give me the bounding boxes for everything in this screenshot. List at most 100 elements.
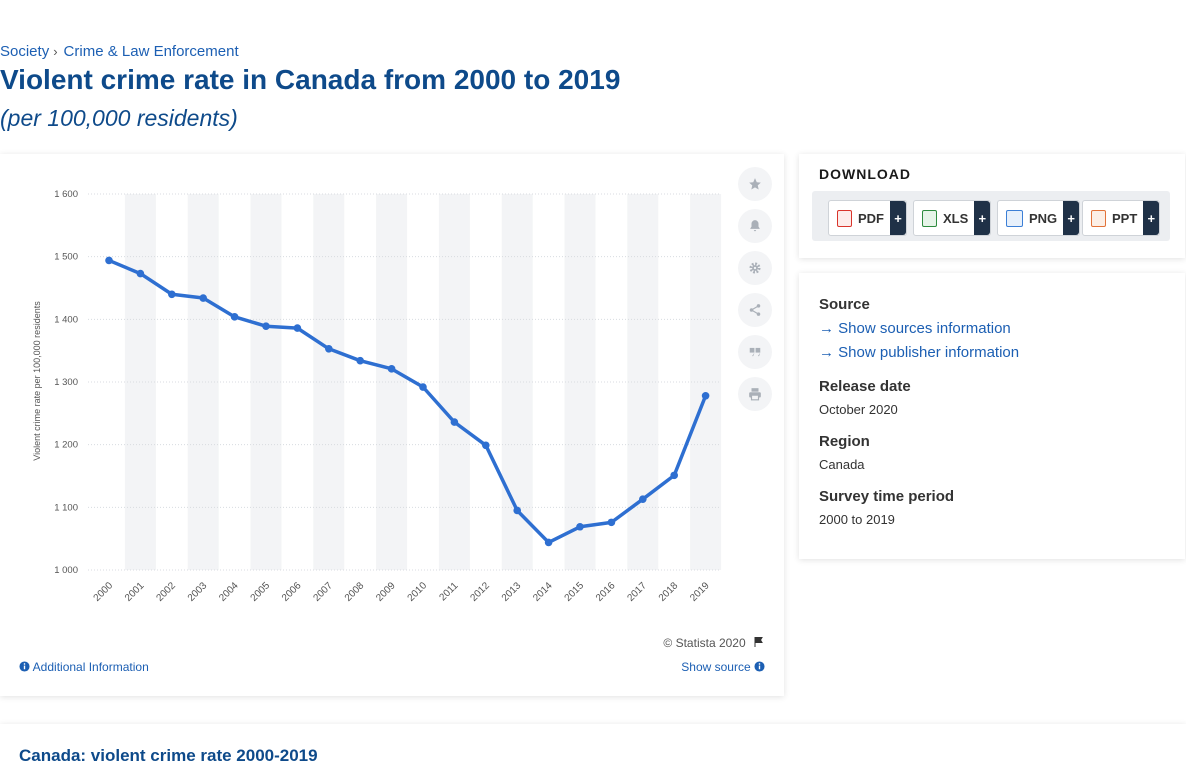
release-date-value: October 2020 [819,402,898,417]
x-tick-label: 2002 [154,580,178,604]
y-tick-label: 1 100 [54,502,78,513]
page-subtitle: (per 100,000 residents) [0,105,238,131]
print-button[interactable] [738,377,772,411]
share-button[interactable] [738,293,772,327]
copyright: © Statista 2020 [663,636,765,650]
data-point[interactable] [325,344,333,353]
download-pdf-label: PDF [858,210,884,226]
y-tick-label: 1 000 [54,565,78,576]
download-ppt-button[interactable]: PPT + [1082,200,1161,236]
release-date-heading: Release date [819,378,911,395]
show-source-label: Show source [681,660,751,674]
notification-button[interactable] [738,209,772,243]
settings-button[interactable] [738,251,772,285]
x-tick-label: 2003 [186,580,210,604]
breadcrumb-item-society[interactable]: Society [0,43,50,60]
region-heading: Region [819,433,870,450]
data-point[interactable] [136,269,145,278]
additional-information-label: Additional Information [32,660,149,674]
info-icon [754,661,765,672]
download-pdf-button[interactable]: PDF + [828,200,907,236]
data-point[interactable] [356,356,365,365]
y-tick-label: 1 400 [54,314,78,325]
arrow-right-icon: → [819,344,834,361]
column-band [187,194,219,570]
info-icon [19,661,30,672]
breadcrumb-separator: › [53,44,58,59]
print-icon [749,388,761,401]
x-tick-label: 2019 [688,580,712,604]
data-point[interactable] [607,518,616,527]
data-point[interactable] [576,522,584,531]
data-point[interactable] [670,471,678,480]
survey-period-heading: Survey time period [819,488,955,505]
data-point[interactable] [450,418,459,426]
download-xls-label: XLS [943,210,969,226]
gear-icon [749,262,761,274]
download-xls-button[interactable]: XLS + [913,200,992,236]
plus-icon: + [974,201,991,235]
x-tick-label: 2017 [625,580,649,604]
plus-icon: + [1143,201,1160,235]
x-tick-label: 2014 [531,580,555,604]
cite-button[interactable] [738,335,772,369]
download-title: DOWNLOAD [819,166,911,182]
data-point[interactable] [482,441,490,450]
y-tick-label: 1 300 [54,377,78,388]
y-axis-label: Violent crime rate per 100,000 residents [32,301,42,461]
data-point[interactable] [419,383,427,391]
copyright-text: © Statista 2020 [663,636,746,650]
y-tick-label: 1 600 [54,189,78,200]
breadcrumb: Society › Crime & Law Enforcement [0,43,239,60]
x-tick-label: 2006 [280,580,304,604]
page-title: Violent crime rate in Canada from 2000 t… [0,64,621,95]
share-icon [749,304,761,316]
region-value: Canada [819,457,865,472]
x-tick-label: 2004 [217,580,241,604]
x-tick-label: 2001 [123,580,147,604]
show-publisher-link[interactable]: → Show publisher information [819,344,1019,361]
description-card: Canada: violent crime rate 2000-2019 [0,724,1186,784]
x-tick-label: 2009 [374,580,398,604]
data-point[interactable] [199,294,207,302]
data-point[interactable] [387,365,396,373]
flag-icon[interactable] [753,636,765,648]
data-point[interactable] [230,313,239,321]
star-icon [749,178,761,190]
x-tick-label: 2000 [92,580,116,604]
pdf-file-icon [837,209,852,227]
show-sources-label: Show sources information [838,320,1011,337]
download-bar: PDF + XLS + PNG + PPT + [812,191,1170,241]
x-tick-label: 2015 [563,580,587,604]
data-point[interactable] [701,391,710,400]
x-tick-label: 2018 [657,580,681,604]
favorite-button[interactable] [738,167,772,201]
data-point[interactable] [544,538,553,547]
quote-icon [749,347,761,357]
show-sources-link[interactable]: → Show sources information [819,320,1011,337]
data-point[interactable] [513,506,521,515]
ppt-file-icon [1091,209,1106,227]
show-source-link[interactable]: Show source [681,660,765,674]
chart-card: 1 000 1 100 1 200 1 300 1 400 1 500 1 600 2000… [0,154,784,696]
download-png-label: PNG [1029,210,1058,226]
x-tick-label: 2016 [594,580,618,604]
data-point[interactable] [168,290,176,299]
download-png-button[interactable]: PNG + [997,200,1081,236]
statistic-info-card: Source → Show sources information → Show… [799,273,1185,559]
breadcrumb-item-crime[interactable]: Crime & Law Enforcement [63,43,239,60]
additional-information-link[interactable]: Additional Information [19,660,149,674]
data-point[interactable] [262,322,270,331]
description-title: Canada: violent crime rate 2000-2019 [19,746,318,765]
data-point[interactable] [105,256,113,265]
download-ppt-label: PPT [1112,210,1138,226]
png-file-icon [1006,209,1023,227]
x-tick-label: 2013 [500,580,524,604]
line-chart: 1 000 1 100 1 200 1 300 1 400 1 500 1 600 2000… [32,189,722,604]
source-heading: Source [819,296,870,313]
download-card: DOWNLOAD PDF + XLS + PNG + PPT + [799,154,1185,258]
data-point[interactable] [293,324,302,332]
data-point[interactable] [639,495,647,503]
y-tick-label: 1 200 [54,440,78,451]
survey-period-value: 2000 to 2019 [819,512,895,527]
